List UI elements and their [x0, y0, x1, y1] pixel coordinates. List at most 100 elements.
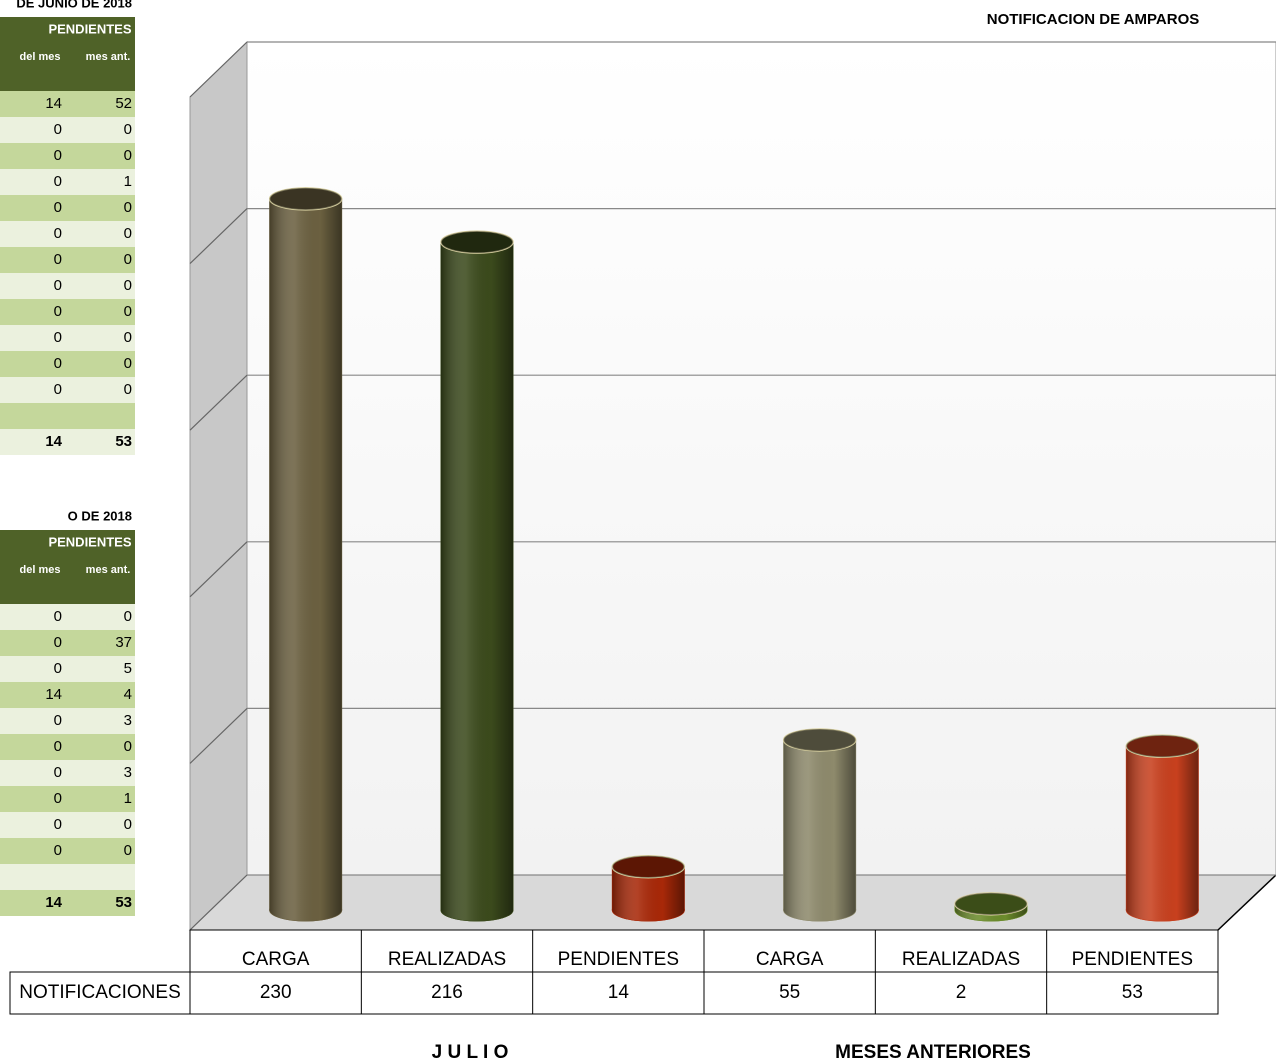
category-label: REALIZADAS	[388, 949, 506, 970]
table-row	[0, 299, 135, 325]
bar-top	[1125, 734, 1200, 758]
group-label: MESES ANTERIORES	[835, 1042, 1031, 1063]
cell-value: 53	[115, 894, 132, 911]
table-title: O DE 2018	[68, 508, 132, 523]
cell-value: 0	[54, 225, 62, 242]
cell-value: 0	[54, 199, 62, 216]
cell-value: 14	[45, 95, 62, 112]
value-label: 216	[431, 982, 463, 1003]
side-grid-line	[189, 541, 248, 598]
column-label: del mes	[20, 51, 61, 63]
title-box	[783, 0, 1250, 52]
header-label: PENDIENTES	[48, 534, 131, 549]
cell-value: 0	[54, 381, 62, 398]
floor	[188, 874, 1276, 931]
table-row	[0, 786, 135, 812]
value-label: 14	[608, 982, 630, 1003]
cell-value: 14	[45, 433, 62, 450]
cell-value: 0	[54, 355, 62, 372]
table-row	[0, 682, 135, 708]
cell-value: 0	[124, 277, 132, 294]
cell-value: 0	[124, 121, 132, 138]
bar-top-shade	[269, 187, 342, 210]
cell-value: 1	[124, 790, 132, 807]
table-row	[0, 273, 135, 299]
cell-value: 0	[124, 329, 132, 346]
cell-value: 0	[54, 251, 62, 268]
table-row	[0, 91, 135, 117]
value-label: 2	[956, 982, 967, 1003]
table-row	[0, 117, 135, 143]
cell-value: 0	[54, 608, 62, 625]
bar-shade	[612, 866, 685, 921]
row-label-cell	[9, 971, 191, 1015]
cell-value: 0	[124, 303, 132, 320]
cell-value: 53	[115, 433, 132, 450]
chart-title: NOTIFICACION DE AMPAROS	[987, 11, 1200, 28]
cell-value: 0	[54, 173, 62, 190]
bar-shade	[441, 242, 513, 922]
category-label: REALIZADAS	[902, 949, 1020, 970]
cell-value: 0	[124, 816, 132, 833]
bar-top	[268, 187, 343, 211]
table-row	[0, 247, 135, 273]
cell-value: 0	[124, 251, 132, 268]
cell-value: 52	[115, 95, 132, 112]
column-label: mes ant.	[86, 564, 131, 576]
column-label: mes ant.	[86, 51, 131, 63]
cell-value: 0	[54, 329, 62, 346]
table-row	[0, 604, 135, 630]
side-grid-line	[189, 41, 248, 98]
back-wall	[246, 41, 1276, 876]
table-row	[0, 708, 135, 734]
cell-value: 0	[124, 381, 132, 398]
side-grid-line	[189, 874, 248, 931]
cell-value: 0	[124, 225, 132, 242]
category-label: CARGA	[756, 949, 824, 970]
table-header	[0, 17, 135, 91]
row-label: NOTIFICACIONES	[19, 982, 181, 1003]
bar-shade	[269, 198, 342, 922]
group-label: J U L I O	[432, 1042, 509, 1063]
cell-value: 0	[124, 199, 132, 216]
bar-top-shade	[612, 855, 685, 878]
table-row	[0, 351, 135, 377]
cell-value: 0	[54, 764, 62, 781]
table-row	[0, 169, 135, 195]
cell-value: 3	[124, 712, 132, 729]
cell-value: 0	[54, 816, 62, 833]
bar-top	[440, 230, 514, 254]
cell-value: 37	[115, 634, 132, 651]
bar-top-shade	[441, 231, 513, 254]
cell-value: 0	[54, 660, 62, 677]
cell-value: 0	[54, 277, 62, 294]
table-row	[0, 429, 135, 455]
category-label: PENDIENTES	[558, 949, 679, 970]
cell-value: 0	[124, 355, 132, 372]
bar-top-shade	[1126, 735, 1199, 758]
header-label: PENDIENTES	[48, 21, 131, 36]
side-wall	[189, 40, 248, 932]
bar-shade	[1126, 746, 1199, 921]
table-header	[0, 530, 135, 604]
table-row	[0, 630, 135, 656]
cell-value: 0	[54, 121, 62, 138]
bar-top	[611, 854, 686, 879]
value-label: 53	[1122, 982, 1143, 1003]
side-grid-line	[189, 208, 248, 265]
category-label: PENDIENTES	[1072, 949, 1193, 970]
bar-top	[954, 892, 1028, 916]
cell-value: 0	[54, 738, 62, 755]
table-row	[0, 143, 135, 169]
table-row	[0, 760, 135, 786]
cell-value: 14	[45, 686, 62, 703]
table-row	[0, 195, 135, 221]
table-row	[0, 864, 135, 890]
cell-value: 5	[124, 660, 132, 677]
table-title: DE JUNIO DE 2018	[16, 0, 132, 10]
table-row	[0, 812, 135, 838]
column-label: del mes	[20, 564, 61, 576]
table-row	[0, 221, 135, 247]
